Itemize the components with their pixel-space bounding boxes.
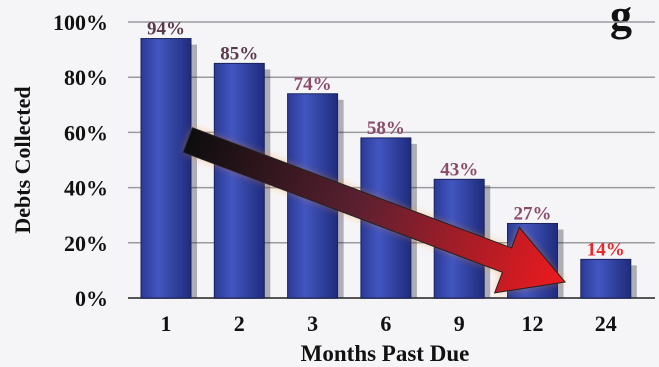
x-tick-label: 6	[380, 311, 391, 336]
data-label: 58%	[367, 118, 405, 139]
chart-title-fragment: g	[610, 0, 632, 40]
trend-arrow-body	[182, 127, 566, 294]
x-tick-label: 9	[454, 311, 465, 336]
x-tick-label: 24	[595, 311, 617, 336]
y-tick-label: 60%	[64, 120, 108, 145]
data-label: 14%	[587, 239, 625, 260]
y-tick-label: 20%	[64, 231, 108, 256]
x-tick-label: 3	[307, 311, 318, 336]
data-label: 43%	[440, 159, 478, 180]
x-tick-label: 2	[234, 311, 245, 336]
data-label: 85%	[220, 43, 258, 64]
trend-arrow	[182, 127, 566, 294]
data-label: 74%	[294, 74, 332, 95]
bar	[580, 258, 632, 299]
x-tick-labels: 1 2 3 6 9 12 24	[161, 311, 617, 336]
data-label: 94%	[147, 19, 185, 40]
x-tick-label: 1	[161, 311, 172, 336]
y-tick-label: 0%	[75, 286, 108, 311]
y-tick-label: 40%	[64, 176, 108, 201]
data-labels: 94% 85% 74% 58% 43% 27% 14%	[147, 19, 625, 261]
data-label: 27%	[514, 203, 552, 224]
bar	[213, 62, 265, 299]
y-tick-labels: 0% 20% 40% 60% 80% 100%	[53, 10, 108, 311]
y-tick-label: 80%	[64, 65, 108, 90]
y-tick-label: 100%	[53, 10, 108, 35]
y-axis-label: Debts Collected	[10, 86, 35, 233]
trend-arrow-shape	[182, 127, 566, 294]
x-axis-label: Months Past Due	[301, 341, 470, 366]
x-tick-label: 12	[522, 311, 544, 336]
bar	[140, 38, 192, 299]
